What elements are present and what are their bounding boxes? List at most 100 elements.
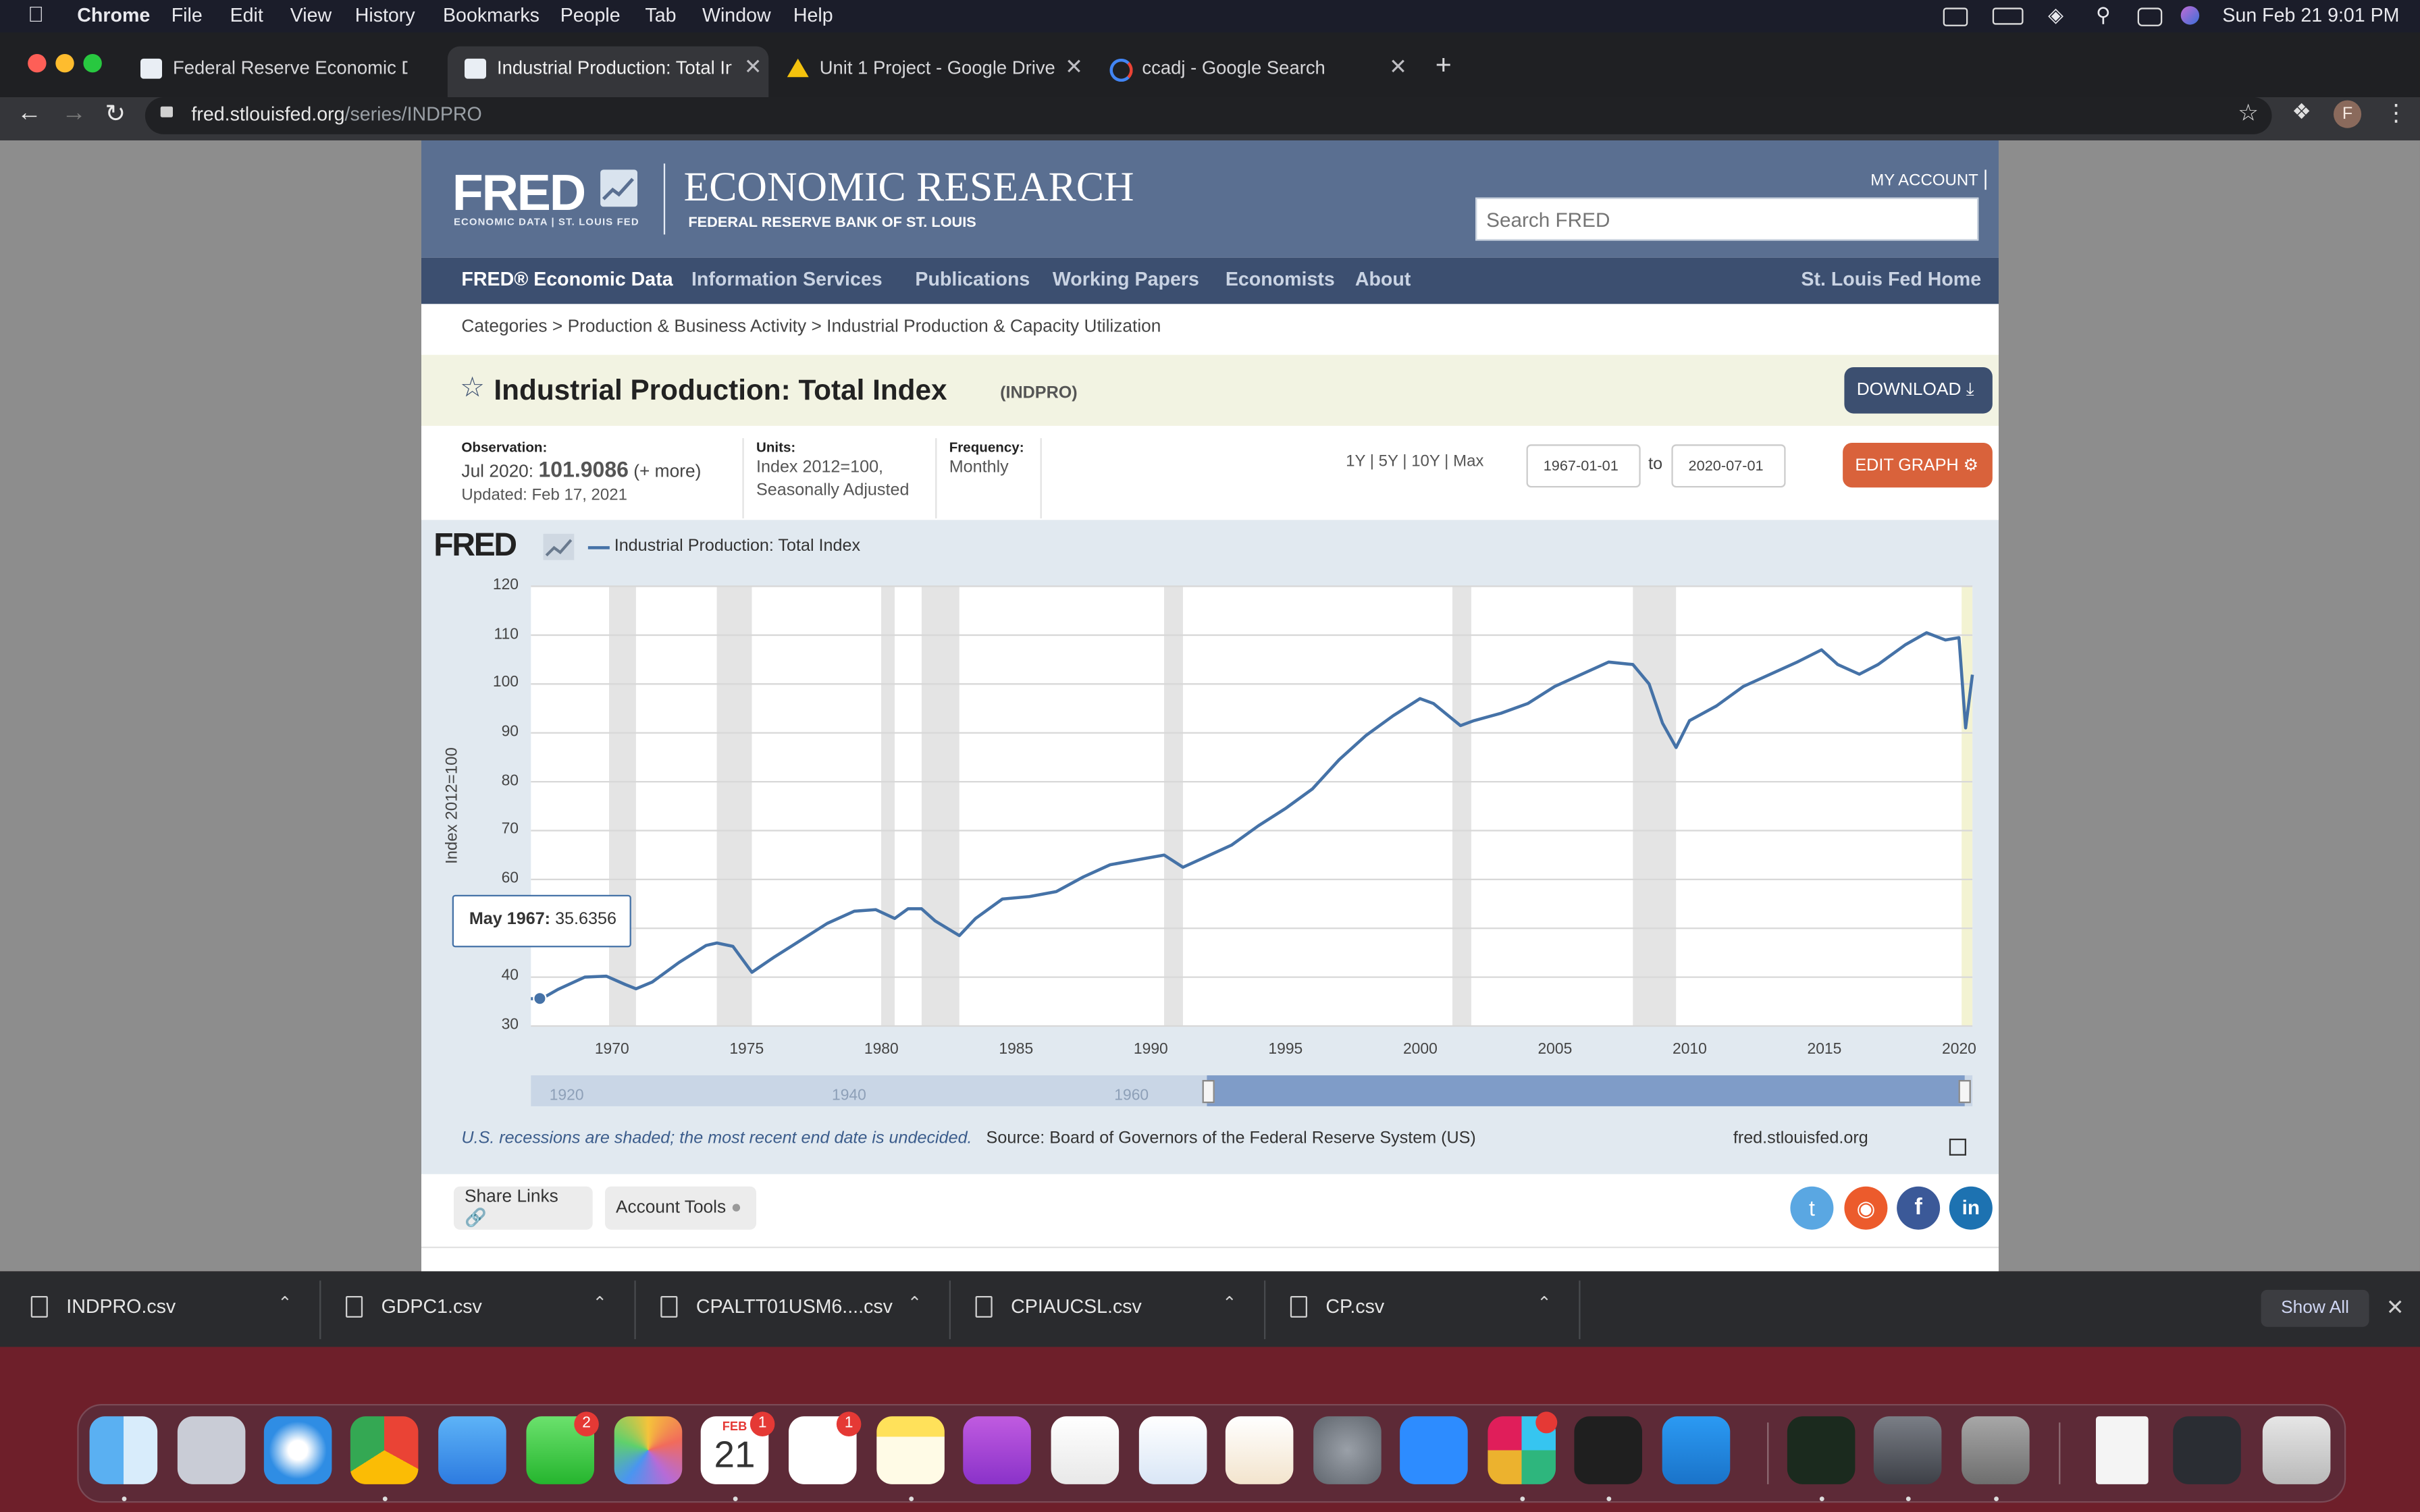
- menu-bookmarks[interactable]: Bookmarks: [442, 4, 540, 26]
- document-icon[interactable]: [2095, 1416, 2149, 1484]
- breadcrumb-capacity-utilization[interactable]: Industrial Production & Capacity Utiliza…: [826, 317, 1161, 337]
- window-zoom-button[interactable]: [83, 53, 102, 73]
- battery-icon[interactable]: [1992, 7, 2024, 25]
- breadcrumb-production[interactable]: Production & Business Activity: [567, 317, 807, 337]
- my-account-link[interactable]: MY ACCOUNT: [1870, 171, 1978, 190]
- download-item[interactable]: CPALTT01USM6....csv: [695, 1295, 893, 1318]
- close-shelf-icon[interactable]: ✕: [2386, 1294, 2404, 1320]
- mail-icon[interactable]: [438, 1416, 506, 1484]
- calculator-icon[interactable]: [1962, 1416, 2030, 1484]
- reload-icon[interactable]: ↻: [105, 101, 126, 128]
- linkedin-icon[interactable]: in: [1949, 1186, 1993, 1230]
- window-close-button[interactable]: [28, 53, 47, 73]
- nav-economic-data[interactable]: FRED® Economic Data: [461, 268, 673, 290]
- nav-economists[interactable]: Economists: [1225, 268, 1335, 290]
- bookmark-star-icon[interactable]: ☆: [2238, 100, 2259, 127]
- keynote-icon[interactable]: [1138, 1416, 1207, 1484]
- menu-window[interactable]: Window: [702, 4, 771, 26]
- chevron-up-icon[interactable]: ⌃: [907, 1294, 922, 1314]
- fred-logo[interactable]: FRED: [452, 163, 586, 221]
- photos-icon[interactable]: [614, 1416, 683, 1484]
- series-line[interactable]: [531, 631, 1974, 1000]
- finder-icon[interactable]: [89, 1416, 158, 1484]
- favorite-star-icon[interactable]: ☆: [460, 371, 485, 403]
- chevron-up-icon[interactable]: ⌃: [1222, 1294, 1237, 1314]
- keychain-icon[interactable]: [1873, 1416, 1942, 1484]
- vscode-icon[interactable]: [1662, 1416, 1731, 1484]
- plot-area[interactable]: [531, 586, 1973, 1026]
- url-text[interactable]: fred.stlouisfed.org/series/INDPRO: [191, 103, 481, 125]
- nav-about[interactable]: About: [1354, 268, 1411, 290]
- range-max[interactable]: Max: [1453, 452, 1484, 471]
- search-fred-input[interactable]: [1475, 197, 1979, 241]
- zoom-icon[interactable]: [1400, 1416, 1468, 1484]
- legend-series-name[interactable]: Industrial Production: Total Index: [614, 537, 861, 556]
- extensions-puzzle-icon[interactable]: ❖: [2292, 99, 2311, 124]
- display-icon[interactable]: [1943, 7, 1968, 26]
- edit-graph-button[interactable]: EDIT GRAPH ⚙: [1843, 442, 1993, 488]
- tab-close-icon[interactable]: ✕: [1065, 53, 1083, 79]
- tab-google-drive[interactable]: Unit 1 Project - Google Drive ✕: [772, 47, 1093, 97]
- launchpad-icon[interactable]: [177, 1416, 246, 1484]
- terminal-icon[interactable]: [1574, 1416, 1642, 1484]
- download-button[interactable]: DOWNLOAD ⤓: [1844, 367, 1993, 414]
- address-bar[interactable]: [144, 97, 2272, 134]
- menu-file[interactable]: File: [171, 4, 203, 26]
- account-tools-button[interactable]: Account Tools ●: [604, 1186, 756, 1230]
- twitter-icon[interactable]: t: [1790, 1186, 1834, 1230]
- nav-working-papers[interactable]: Working Papers: [1052, 268, 1199, 290]
- menu-app-name[interactable]: Chrome: [77, 4, 151, 26]
- breadcrumb-categories[interactable]: Categories: [461, 317, 548, 337]
- observation-more-link[interactable]: (+ more): [633, 462, 702, 482]
- control-center-icon[interactable]: [2137, 7, 2163, 26]
- download-item[interactable]: CP.csv: [1325, 1295, 1385, 1318]
- menu-view[interactable]: View: [290, 4, 332, 26]
- trash-icon[interactable]: [2262, 1416, 2331, 1484]
- chrome-menu-kebab-icon[interactable]: ⋮: [2384, 100, 2408, 127]
- screenshot-stack-icon[interactable]: [2173, 1416, 2241, 1484]
- menubar-clock[interactable]: Sun Feb 21 9:01 PM: [2222, 4, 2400, 26]
- wifi-icon[interactable]: ◈: [2048, 3, 2063, 26]
- chrome-icon[interactable]: [350, 1416, 419, 1484]
- hover-point[interactable]: [533, 991, 547, 1006]
- reddit-icon[interactable]: ◉: [1844, 1186, 1888, 1230]
- activity-monitor-icon[interactable]: [1787, 1416, 1856, 1484]
- profile-avatar[interactable]: F: [2333, 100, 2362, 128]
- show-all-downloads-button[interactable]: Show All: [2261, 1289, 2369, 1327]
- range-10y[interactable]: 10Y: [1411, 452, 1440, 471]
- safari-icon[interactable]: [263, 1416, 332, 1484]
- numbers-icon[interactable]: [1051, 1416, 1120, 1484]
- nav-information-services[interactable]: Information Services: [691, 268, 883, 290]
- navigator-selected-range[interactable]: [1207, 1075, 1965, 1106]
- notes-icon[interactable]: [876, 1416, 945, 1484]
- date-from-input[interactable]: [1526, 444, 1641, 488]
- range-5y[interactable]: 5Y: [1378, 452, 1398, 471]
- tab-industrial-production[interactable]: Industrial Production: Total Ind ✕: [447, 46, 769, 97]
- download-item[interactable]: CPIAUCSL.csv: [1011, 1295, 1142, 1318]
- navigator-right-handle[interactable]: [1958, 1079, 1971, 1104]
- back-arrow-icon[interactable]: ←: [17, 100, 42, 127]
- menu-help[interactable]: Help: [793, 4, 833, 26]
- range-1y[interactable]: 1Y: [1346, 452, 1366, 471]
- nav-publications[interactable]: Publications: [915, 268, 1030, 290]
- navigator-left-handle[interactable]: [1202, 1079, 1215, 1104]
- lock-icon[interactable]: [160, 106, 173, 117]
- system-preferences-icon[interactable]: [1313, 1416, 1382, 1484]
- line-chart-svg[interactable]: [531, 585, 1974, 1027]
- tab-google-search[interactable]: ccadj - Google Search ✕: [1096, 47, 1417, 97]
- bank-name[interactable]: FEDERAL RESERVE BANK OF ST. LOUIS: [688, 214, 976, 232]
- chevron-up-icon[interactable]: ⌃: [278, 1294, 292, 1314]
- spotlight-search-icon[interactable]: ⚲: [2095, 3, 2111, 26]
- pages-icon[interactable]: [1225, 1416, 1294, 1484]
- apple-icon[interactable]: : [28, 1, 44, 26]
- tab-close-icon[interactable]: ✕: [1389, 53, 1407, 79]
- siri-icon[interactable]: [2180, 6, 2200, 25]
- menu-edit[interactable]: Edit: [230, 4, 263, 26]
- date-to-input[interactable]: [1671, 444, 1786, 488]
- new-tab-plus-icon[interactable]: +: [1435, 49, 1452, 80]
- tab-federal-reserve[interactable]: Federal Reserve Economic Dat: [126, 47, 444, 97]
- menu-people[interactable]: People: [560, 4, 621, 26]
- chevron-up-icon[interactable]: ⌃: [1537, 1294, 1552, 1314]
- download-item[interactable]: INDPRO.csv: [66, 1295, 176, 1318]
- nav-st-louis-fed-home[interactable]: St. Louis Fed Home: [1801, 268, 1982, 290]
